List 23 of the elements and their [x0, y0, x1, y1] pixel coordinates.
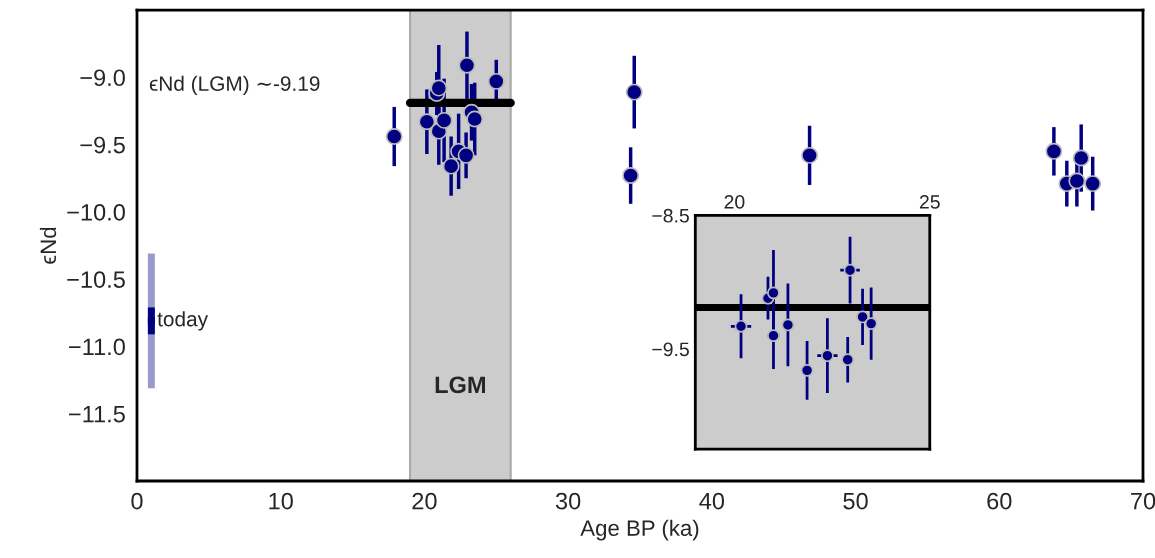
x-axis-title: Age BP (ka)	[580, 519, 699, 541]
y-tick-label: −10.0	[67, 203, 125, 221]
x-tick-label: 50	[843, 492, 868, 510]
x-tick-label: 20	[412, 492, 437, 510]
annotation: today	[157, 311, 209, 331]
y-tick-label: −9.5	[652, 342, 689, 357]
x-tick-label: 0	[131, 492, 143, 510]
y-tick-label: −11.0	[69, 338, 125, 356]
x-tick-label: 70	[1131, 492, 1155, 510]
band-label: LGM	[435, 376, 485, 394]
y-tick-label: −9.5	[80, 136, 125, 154]
x-tick-label: 30	[555, 492, 581, 510]
y-tick-label: −11.5	[69, 406, 125, 423]
x-tick-label: 25	[919, 195, 940, 209]
x-tick-label: 40	[699, 492, 725, 510]
x-tick-label: 20	[724, 195, 745, 209]
y-axis-title: ϵNd	[39, 227, 57, 264]
y-tick-label: −9.0	[80, 69, 125, 87]
annotation: ϵNd (LGM) ∼-9.19	[149, 75, 320, 96]
y-tick-label: −10.5	[67, 271, 125, 288]
y-tick-label: −8.5	[652, 208, 689, 223]
x-tick-label: 60	[987, 492, 1012, 510]
x-tick-label: 10	[269, 492, 293, 510]
